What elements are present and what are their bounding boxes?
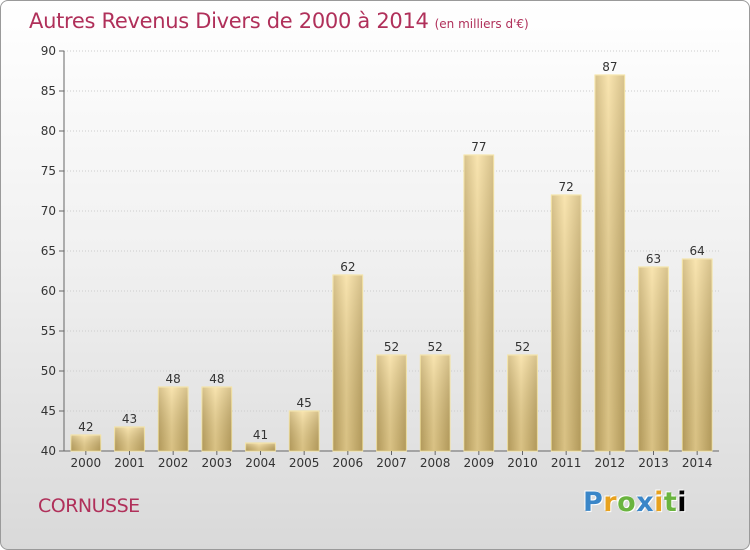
y-tick-label: 80 [41,124,56,138]
proxiti-logo: Proxiti [583,487,687,518]
bar-shade-2003 [201,387,232,451]
x-tick-label: 2007 [376,456,407,470]
bar-shade-2007 [376,355,407,451]
x-tick-label: 2000 [71,456,102,470]
data-label: 42 [78,420,93,434]
bar-shade-2012 [594,75,625,451]
y-tick-label: 90 [41,44,56,58]
bar-shade-2011 [551,195,582,451]
unit-note: (en milliers d'€) [434,17,529,31]
data-label: 72 [559,180,574,194]
y-tick-label: 60 [41,284,56,298]
data-label: 64 [690,244,705,258]
data-label: 45 [297,396,312,410]
chart-title: Autres Revenus Divers de 2000 à 2014 [29,9,429,33]
logo-letter: r [603,487,618,518]
x-tick-label: 2010 [507,456,538,470]
data-label: 43 [122,412,137,426]
bar-shade-2008 [420,355,451,451]
logo-letter: P [583,487,604,518]
bar-shade-2006 [332,275,363,451]
data-label: 52 [428,340,443,354]
location-label: CORNUSSE [38,495,140,517]
bar-shade-2000 [70,435,101,451]
bar-shade-2013 [638,267,669,451]
x-tick-label: 2013 [638,456,669,470]
bar-shade-2014 [682,259,713,451]
bar-shade-2009 [463,155,494,451]
x-tick-label: 2003 [202,456,233,470]
data-label: 52 [515,340,530,354]
x-tick-label: 2006 [333,456,364,470]
bar-shade-2002 [158,387,189,451]
data-label: 48 [166,372,181,386]
data-label: 41 [253,428,268,442]
data-label: 62 [340,260,355,274]
y-tick-label: 40 [41,444,56,458]
y-tick-label: 85 [41,84,56,98]
x-tick-label: 2002 [158,456,189,470]
bar-shade-2004 [245,443,276,451]
y-tick-label: 70 [41,204,56,218]
data-label: 63 [646,252,661,266]
x-tick-label: 2012 [595,456,626,470]
y-tick-label: 55 [41,324,56,338]
x-tick-label: 2014 [682,456,713,470]
logo-letter: i [654,487,664,518]
title-row: Autres Revenus Divers de 2000 à 2014 (en … [29,9,529,33]
x-tick-label: 2001 [114,456,145,470]
data-label: 77 [471,140,486,154]
logo-letter: x [636,487,655,518]
x-tick-label: 2011 [551,456,582,470]
bar-shade-2001 [114,427,145,451]
bar-shade-2010 [507,355,538,451]
y-tick-label: 50 [41,364,56,378]
logo-letter: i [677,487,688,518]
x-tick-label: 2009 [464,456,495,470]
y-tick-label: 65 [41,244,56,258]
logo-letter: o [617,487,637,518]
data-label: 52 [384,340,399,354]
x-tick-label: 2004 [245,456,276,470]
data-label: 48 [209,372,224,386]
logo-letter: t [663,487,678,518]
y-tick-label: 45 [41,404,56,418]
x-tick-label: 2008 [420,456,451,470]
y-tick-label: 75 [41,164,56,178]
bar-shade-2005 [289,411,320,451]
x-tick-label: 2005 [289,456,320,470]
data-label: 87 [602,60,617,74]
